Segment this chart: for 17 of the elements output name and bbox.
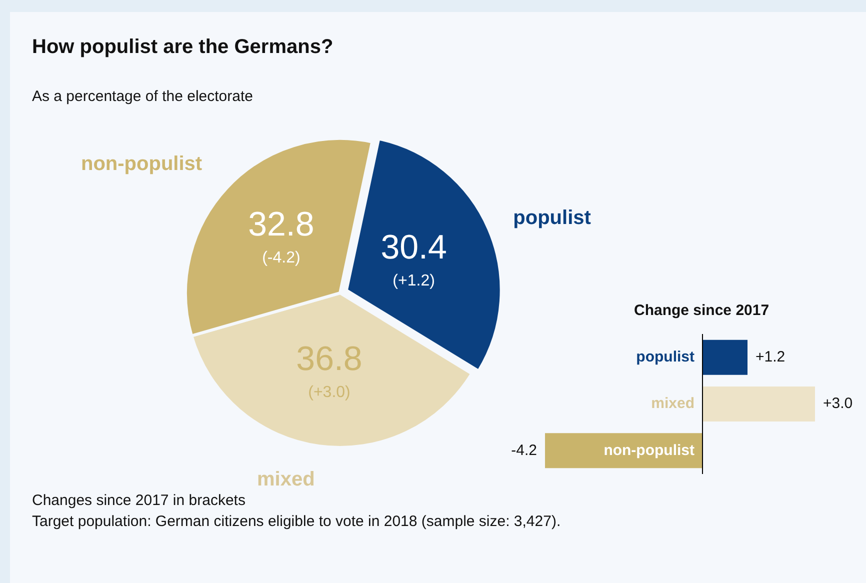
text: Changes since 2017 in brackets	[32, 491, 246, 511]
chart-title: Change since 2017	[634, 302, 770, 319]
slice-label: mixed	[257, 468, 315, 490]
chart-title: How populist are the Germans?	[32, 36, 334, 59]
data-label: +3.0	[823, 395, 853, 412]
data-label: 32.8 (-4.2)	[248, 206, 314, 267]
data-label: -4.2	[511, 442, 537, 459]
data-label: 30.4 (+1.2)	[380, 228, 447, 290]
y-tick-label: non-populist	[604, 442, 694, 459]
slice-label: non-populist	[80, 153, 202, 176]
slice-label: populist	[513, 207, 592, 230]
text: Target population: German citizens eligible to vote in 2018 (sample size: 3,427).	[32, 512, 561, 532]
y-tick-label: mixed	[651, 395, 694, 412]
y-tick-label: populist	[636, 348, 694, 366]
chart-subtitle: As a percentage of the electorate	[32, 88, 253, 105]
data-label: 36.8 (+3.0)	[296, 340, 362, 402]
data-label: +1.2	[756, 348, 786, 366]
